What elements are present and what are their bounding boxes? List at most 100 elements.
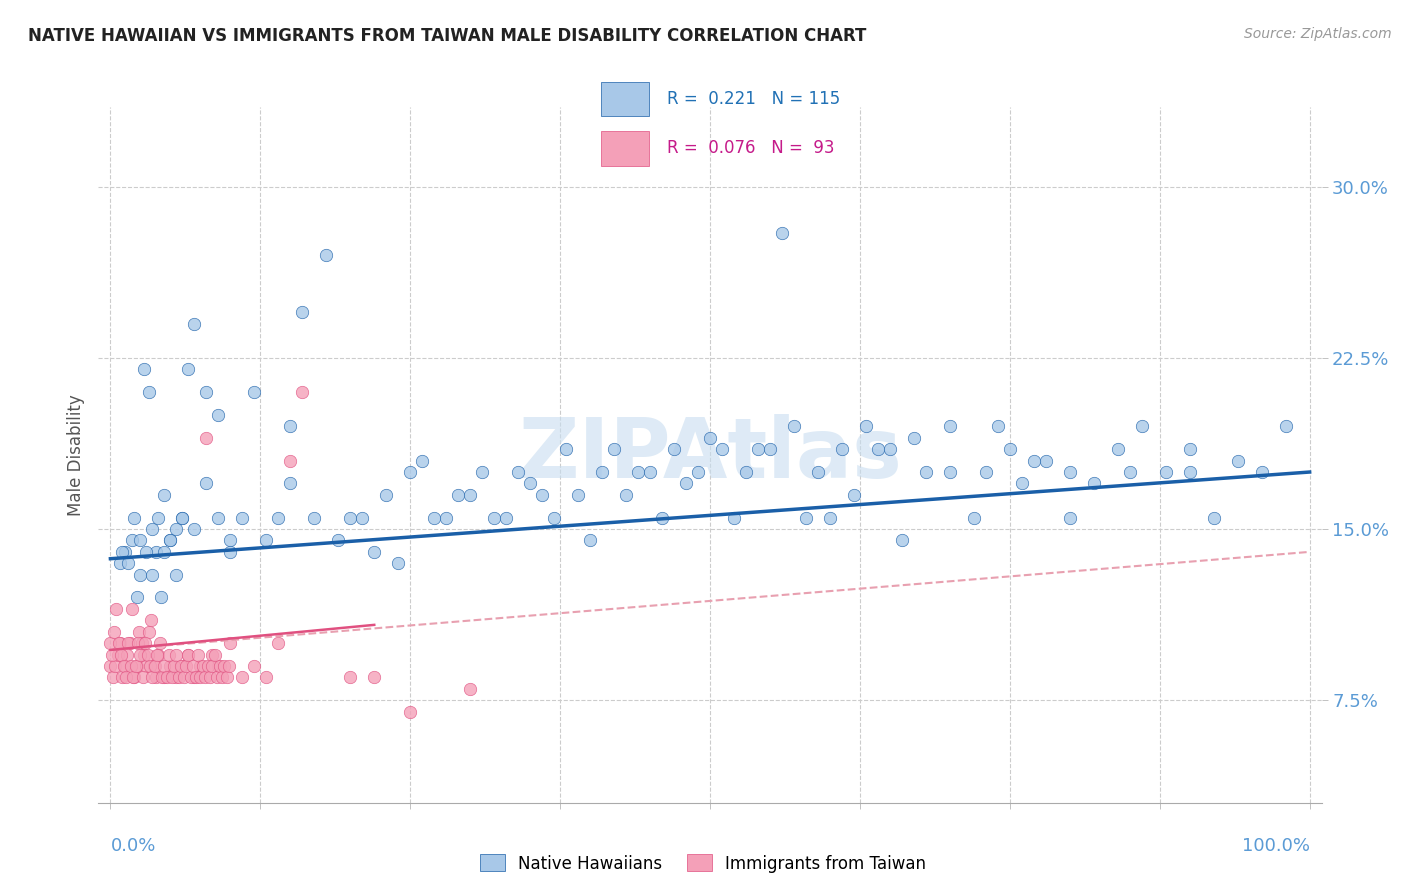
Point xyxy=(879,442,901,457)
Point xyxy=(117,556,139,570)
Point xyxy=(215,670,238,684)
Point xyxy=(165,567,187,582)
Point xyxy=(387,556,409,570)
Point xyxy=(172,659,194,673)
Point xyxy=(903,431,925,445)
Point xyxy=(117,636,139,650)
Point xyxy=(267,636,290,650)
Point xyxy=(543,510,565,524)
Point xyxy=(129,648,152,662)
Point xyxy=(614,488,637,502)
Point xyxy=(1130,419,1153,434)
Point xyxy=(183,670,205,684)
Point xyxy=(111,545,134,559)
Point xyxy=(399,465,422,479)
Point xyxy=(122,670,145,684)
Point xyxy=(770,226,793,240)
Point xyxy=(411,453,433,467)
Legend: Native Hawaiians, Immigrants from Taiwan: Native Hawaiians, Immigrants from Taiwan xyxy=(472,847,934,880)
Point xyxy=(1011,476,1033,491)
Point xyxy=(1250,465,1272,479)
Point xyxy=(124,670,146,684)
Point xyxy=(174,659,197,673)
Point xyxy=(759,442,782,457)
Point xyxy=(218,659,240,673)
Point xyxy=(243,385,266,400)
Point xyxy=(132,648,155,662)
Point xyxy=(278,476,301,491)
Point xyxy=(150,670,173,684)
Point xyxy=(142,659,165,673)
Point xyxy=(160,670,183,684)
Point xyxy=(149,591,172,605)
Point xyxy=(163,659,186,673)
Text: Source: ZipAtlas.com: Source: ZipAtlas.com xyxy=(1244,27,1392,41)
Point xyxy=(105,602,128,616)
Point xyxy=(567,488,589,502)
Point xyxy=(177,648,200,662)
Point xyxy=(939,465,962,479)
Point xyxy=(141,567,163,582)
Point xyxy=(172,510,194,524)
Point xyxy=(138,385,160,400)
Text: NATIVE HAWAIIAN VS IMMIGRANTS FROM TAIWAN MALE DISABILITY CORRELATION CHART: NATIVE HAWAIIAN VS IMMIGRANTS FROM TAIWA… xyxy=(28,27,866,45)
Point xyxy=(205,670,228,684)
Point xyxy=(207,510,229,524)
Point xyxy=(211,670,233,684)
Point xyxy=(1035,453,1057,467)
Point xyxy=(104,659,127,673)
Point xyxy=(219,533,242,548)
Point xyxy=(183,522,205,536)
Point xyxy=(128,624,150,639)
Point xyxy=(108,556,131,570)
Point xyxy=(195,476,218,491)
Point xyxy=(114,659,136,673)
Point xyxy=(723,510,745,524)
Point xyxy=(987,419,1010,434)
Point xyxy=(129,533,152,548)
Point xyxy=(101,670,124,684)
Point xyxy=(139,659,162,673)
Point xyxy=(208,659,231,673)
Point xyxy=(195,431,218,445)
Point xyxy=(339,670,361,684)
Point xyxy=(124,510,146,524)
Point xyxy=(231,510,253,524)
Point xyxy=(120,659,142,673)
FancyBboxPatch shape xyxy=(602,131,650,166)
Point xyxy=(172,510,194,524)
Point xyxy=(194,670,217,684)
Point xyxy=(842,488,865,502)
Point xyxy=(170,659,193,673)
Point xyxy=(579,533,602,548)
Point xyxy=(508,465,530,479)
Point xyxy=(651,510,673,524)
Point xyxy=(315,248,337,262)
Point xyxy=(482,510,505,524)
Point xyxy=(157,648,180,662)
Point xyxy=(231,670,253,684)
Point xyxy=(555,442,578,457)
Point xyxy=(278,453,301,467)
Point xyxy=(132,362,155,376)
Point xyxy=(138,624,160,639)
Point xyxy=(214,659,236,673)
Point xyxy=(866,442,889,457)
Point xyxy=(399,705,422,719)
Point xyxy=(195,385,218,400)
Point xyxy=(591,465,613,479)
Point xyxy=(447,488,470,502)
Point xyxy=(149,636,172,650)
Point xyxy=(180,670,202,684)
Point xyxy=(165,648,187,662)
Point xyxy=(125,659,148,673)
Point xyxy=(173,670,195,684)
Point xyxy=(495,510,517,524)
Point xyxy=(181,659,204,673)
Point xyxy=(267,510,290,524)
Point xyxy=(131,636,153,650)
Point xyxy=(219,636,242,650)
Point xyxy=(1178,465,1201,479)
Point xyxy=(818,510,841,524)
Point xyxy=(145,545,167,559)
